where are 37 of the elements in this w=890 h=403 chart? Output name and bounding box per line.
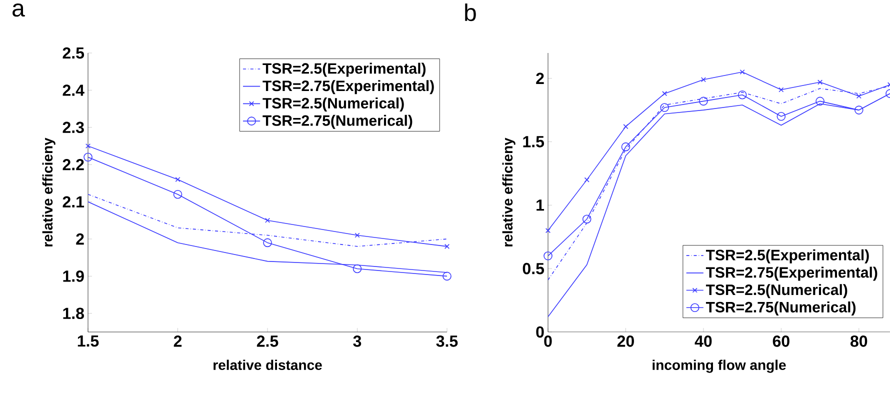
y-tick-label: 1.9 bbox=[63, 270, 84, 282]
chart-title: b bbox=[465, 4, 476, 22]
y-tick-label: 1.8 bbox=[63, 308, 84, 320]
legend-label: TSR=2.75(Experimental) bbox=[706, 266, 878, 281]
x-tick-label: 2.5 bbox=[256, 336, 278, 347]
y-tick-label: 2.2 bbox=[62, 159, 84, 170]
y-tick-label: 1 bbox=[536, 200, 544, 211]
y-tick-label: 2.3 bbox=[62, 122, 84, 134]
y-axis-title: relative efficieny bbox=[502, 138, 516, 246]
y-tick-label: 2 bbox=[76, 233, 84, 245]
y-tick-label: 1.5 bbox=[523, 136, 544, 148]
legend-label: TSR=2.5(Numerical) bbox=[262, 98, 404, 112]
y-tick-label: 2.5 bbox=[62, 47, 84, 59]
legend-label: TSR=2.5(Experimental) bbox=[262, 62, 426, 77]
chart-title: a bbox=[12, 4, 25, 17]
x-tick-label: 60 bbox=[772, 336, 790, 347]
y-tick-label: 2.1 bbox=[62, 196, 84, 208]
y-tick-label: 0.5 bbox=[522, 262, 544, 274]
x-tick-label: 3.5 bbox=[436, 336, 458, 347]
x-tick-label: 1.5 bbox=[78, 336, 99, 347]
x-tick-label: 20 bbox=[617, 336, 634, 347]
x-axis-title: incoming flow angle bbox=[652, 360, 786, 373]
legend-label: TSR=2.75(Numerical) bbox=[706, 301, 856, 316]
y-tick-label: 2.4 bbox=[62, 84, 84, 96]
x-tick-label: 0 bbox=[544, 336, 552, 347]
legend-label: TSR=2.5(Numerical) bbox=[706, 284, 848, 298]
x-tick-label: 2 bbox=[174, 336, 182, 347]
y-axis-title: relative efficieny bbox=[42, 138, 56, 246]
y-tick-label: 2 bbox=[536, 72, 544, 84]
x-tick-label: 40 bbox=[694, 336, 712, 347]
x-axis-title: relative distance bbox=[214, 360, 322, 370]
legend-label: TSR=2.75(Numerical) bbox=[262, 114, 412, 129]
x-tick-label: 80 bbox=[850, 336, 868, 347]
x-tick-label: 3 bbox=[353, 336, 362, 347]
legend-label: TSR=2.75(Experimental) bbox=[262, 80, 434, 94]
y-tick-label: 0 bbox=[536, 326, 544, 338]
legend-label: TSR=2.5(Experimental) bbox=[706, 249, 869, 264]
